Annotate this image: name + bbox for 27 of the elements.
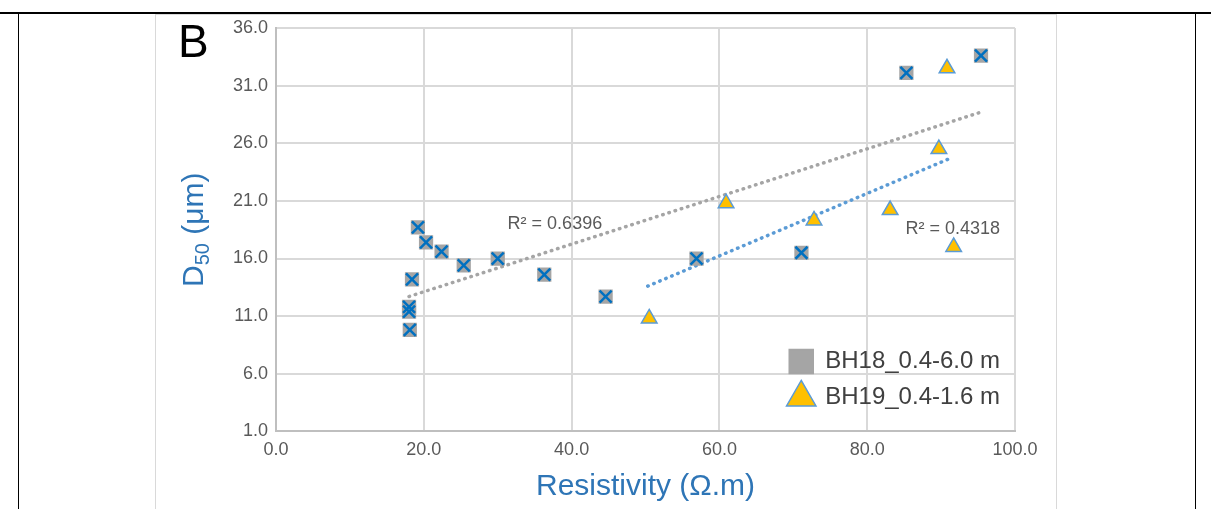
y-tick-label: 31.0 [232,74,269,95]
y-tick-label: 6.0 [243,362,269,383]
x-tick-label: 100.0 [992,439,1038,460]
point [930,139,948,155]
x-tick-label: 60.0 [701,439,737,460]
x-tick-label: 40.0 [554,439,590,460]
x-axis-title: Resistivity (Ω.m) [535,468,756,502]
y-axis-title: D50 (μm) [176,172,213,287]
y-tick-label: 36.0 [232,16,269,37]
chart-title: B [178,14,209,68]
annotation: R² = 0.4318 [905,218,1001,239]
y-tick-label: 21.0 [232,189,269,210]
y-tick-label: 1.0 [243,420,269,441]
point [717,193,735,209]
x-tick-label: 0.0 [263,439,289,460]
y-tick-label: 26.0 [232,132,269,153]
annotation: R² = 0.6396 [507,212,603,233]
y-tick-label: 11.0 [234,305,269,326]
point [881,200,899,216]
x-tick-label: 80.0 [849,439,885,460]
point [805,210,823,226]
legend-label: BH18_0.4-6.0 m [825,346,1000,374]
x-tick-label: 20.0 [406,439,442,460]
legend-label: BH19_0.4-1.6 m [825,382,1000,410]
y-tick-label: 16.0 [232,247,269,268]
point [938,58,956,74]
point [945,237,963,253]
